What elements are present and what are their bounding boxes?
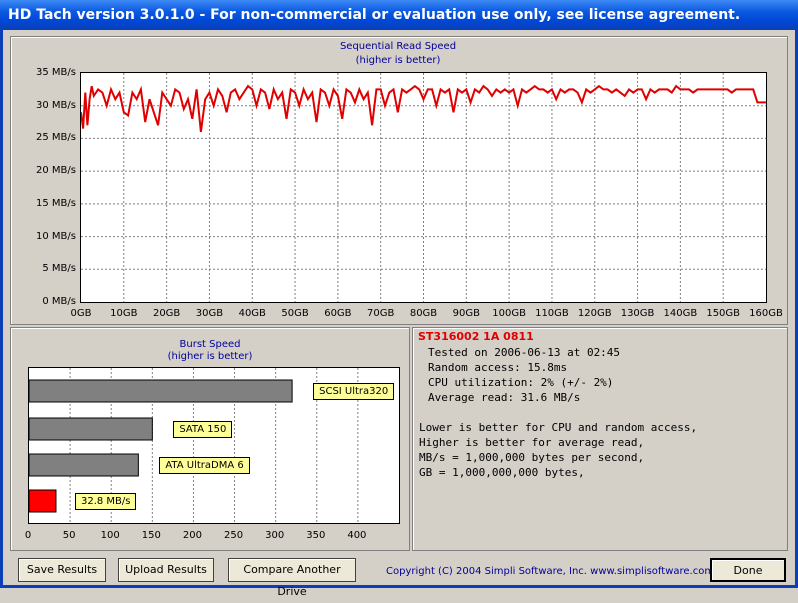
window-title: HD Tach version 3.0.1.0 - For non-commer… xyxy=(8,7,741,23)
burst-bar xyxy=(29,417,153,441)
read-speed-series-line xyxy=(81,84,766,133)
y-tick-label: 30 MB/s xyxy=(36,99,76,111)
note-line: Higher is better for average read, xyxy=(419,436,645,449)
y-tick-label: 20 MB/s xyxy=(36,165,76,177)
done-button[interactable]: Done xyxy=(710,558,786,582)
y-tick-label: 15 MB/s xyxy=(36,197,76,209)
x-tick-label: 200 xyxy=(182,530,202,541)
x-tick-label: 150GB xyxy=(706,308,741,319)
note-line: Lower is better for CPU and random acces… xyxy=(419,421,698,434)
x-tick-label: 100GB xyxy=(492,308,526,319)
burst-bar xyxy=(29,453,139,477)
x-tick-label: 80GB xyxy=(409,308,438,319)
sequential-plot-area xyxy=(80,72,767,303)
test-date: Tested on 2006-06-13 at 02:45 xyxy=(428,346,621,359)
results-panel xyxy=(412,327,788,551)
upload-results-button[interactable]: Upload Results xyxy=(118,558,214,582)
y-tick-label: 10 MB/s xyxy=(36,230,76,242)
x-tick-label: 70GB xyxy=(367,308,395,319)
x-tick-label: 140GB xyxy=(663,308,698,319)
x-tick-label: 400 xyxy=(347,530,367,541)
x-tick-label: 160GB xyxy=(749,308,783,319)
sequential-read-chart xyxy=(81,73,766,302)
x-tick-label: 120GB xyxy=(577,308,612,319)
cpu-utilization: CPU utilization: 2% (+/- 2%) xyxy=(428,376,614,389)
y-tick-label: 35 MB/s xyxy=(36,67,76,78)
drive-model: ST316002 1A 0811 xyxy=(418,330,534,343)
x-tick-label: 130GB xyxy=(620,308,655,319)
random-access: Random access: 15.8ms xyxy=(428,361,568,374)
y-tick-label: 5 MB/s xyxy=(42,263,76,275)
compare-another-drive-label: Compare Another Drive xyxy=(243,563,341,598)
burst-bar xyxy=(29,489,57,513)
x-tick-label: 150 xyxy=(141,530,161,541)
burst-bar-label: SCSI Ultra320 xyxy=(313,383,395,400)
window-title-bar[interactable]: HD Tach version 3.0.1.0 - For non-commer… xyxy=(0,0,798,30)
upload-results-label: Upload Results xyxy=(125,563,207,576)
y-tick-label: 25 MB/s xyxy=(36,132,76,144)
compare-another-drive-button[interactable]: Compare Another Drive xyxy=(228,558,356,598)
save-results-button[interactable]: Save Results xyxy=(18,558,106,582)
average-read: Average read: 31.6 MB/s xyxy=(428,391,581,404)
x-tick-label: 90GB xyxy=(452,308,480,319)
x-tick-label: 40GB xyxy=(238,308,266,319)
sequential-chart-title: Sequential Read Speed xyxy=(339,41,457,52)
sequential-chart-subtitle: (higher is better) xyxy=(355,55,441,66)
burst-bar-label: ATA UltraDMA 6 xyxy=(159,457,250,474)
x-tick-label: 250 xyxy=(224,530,244,541)
window-frame xyxy=(0,30,798,588)
burst-bar xyxy=(29,379,293,403)
burst-chart-title: Burst Speed xyxy=(179,339,241,350)
burst-bar-label: 32.8 MB/s xyxy=(74,493,137,510)
x-tick-label: 10GB xyxy=(110,308,138,319)
x-tick-label: 0 xyxy=(24,530,32,541)
note-line: MB/s = 1,000,000 bytes per second, xyxy=(419,451,645,464)
x-tick-label: 110GB xyxy=(535,308,569,319)
note-line: GB = 1,000,000,000 bytes, xyxy=(419,466,585,479)
x-tick-label: 50GB xyxy=(281,308,309,319)
x-tick-label: 60GB xyxy=(324,308,352,319)
copyright-text: Copyright (C) 2004 Simpli Software, Inc.… xyxy=(386,566,715,577)
y-tick-label: 0 MB/s xyxy=(42,296,76,307)
save-results-label: Save Results xyxy=(26,563,98,576)
burst-speed-panel xyxy=(10,327,410,551)
x-tick-label: 350 xyxy=(306,530,326,541)
x-tick-label: 0GB xyxy=(70,308,92,319)
x-tick-label: 30GB xyxy=(195,308,224,319)
x-tick-label: 20GB xyxy=(152,308,181,319)
burst-chart-subtitle: (higher is better) xyxy=(167,351,253,362)
done-label: Done xyxy=(733,564,763,577)
x-tick-label: 50 xyxy=(62,530,76,541)
burst-speed-chart xyxy=(29,368,359,523)
sequential-read-panel xyxy=(10,36,788,325)
x-tick-label: 100 xyxy=(100,530,120,541)
x-tick-label: 300 xyxy=(265,530,285,541)
burst-bar-label: SATA 150 xyxy=(173,421,233,438)
